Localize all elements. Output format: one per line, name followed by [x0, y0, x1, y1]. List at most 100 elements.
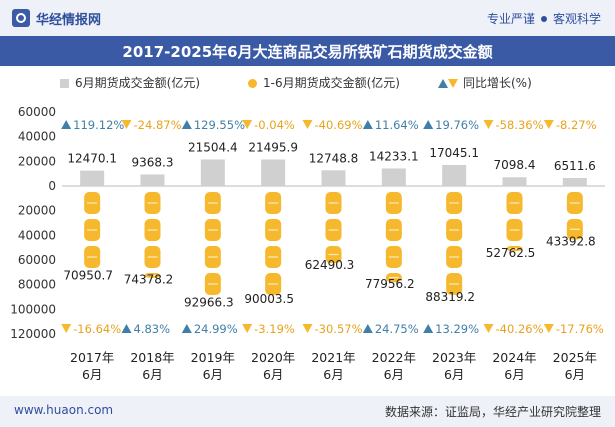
growth-cumulative-label: 13.29% [435, 322, 479, 336]
bar-monthly-label: 21495.9 [248, 140, 298, 154]
bar-monthly-label: 12748.8 [309, 151, 359, 165]
bar-monthly [200, 159, 225, 186]
growth-up-triangle-icon [362, 120, 373, 129]
bar-cumulative-label: 88319.2 [425, 290, 475, 304]
x-tick-label: 6月 [504, 367, 524, 382]
legend-item-cumulative: 1-6月期货成交金额(亿元) [248, 74, 400, 91]
x-tick-label: 2025年 [553, 350, 597, 365]
y-tick-label: 60000 [18, 105, 56, 119]
legend-label-cumulative: 1-6月期货成交金额(亿元) [263, 76, 400, 90]
growth-down-triangle-icon [543, 120, 554, 129]
x-tick-label: 6月 [444, 367, 464, 382]
bar-monthly-label: 9368.3 [132, 155, 174, 169]
x-tick-label: 6月 [384, 367, 404, 382]
bar-monthly-label: 17045.1 [429, 146, 479, 160]
growth-monthly-label: -58.36% [496, 118, 544, 132]
x-tick-label: 6月 [203, 367, 223, 382]
x-tick-label: 6月 [142, 367, 162, 382]
growth-cumulative-label: -30.57% [315, 322, 363, 336]
growth-up-triangle-icon [61, 120, 72, 129]
legend-square-icon [60, 79, 69, 88]
growth-up-triangle-icon [181, 120, 192, 129]
footer-website: www.huaon.com [14, 403, 114, 417]
y-tick-label: 60000 [18, 253, 56, 267]
badge-objective: 客观科学 [552, 12, 601, 26]
bar-monthly [261, 159, 286, 186]
bar-cumulative-label: 70950.7 [63, 269, 113, 283]
growth-cumulative-label: 4.83% [134, 322, 171, 336]
growth-down-triangle-icon [543, 324, 554, 333]
y-tick-label: 80000 [18, 278, 56, 292]
x-tick-label: 2021年 [311, 350, 355, 365]
y-tick-label: 0 [48, 179, 56, 193]
growth-cumulative-label: 24.75% [375, 322, 419, 336]
y-tick-label: 120000 [10, 327, 56, 341]
bar-monthly [140, 174, 165, 186]
x-tick-label: 6月 [263, 367, 283, 382]
chart-legend: 6月期货成交金额(亿元) 1-6月期货成交金额(亿元) 同比增长(%) [0, 74, 615, 94]
x-tick-label: 2019年 [191, 350, 235, 365]
growth-monthly-label: 11.64% [375, 118, 419, 132]
growth-up-triangle-icon [362, 324, 373, 333]
growth-monthly-label: -40.69% [315, 118, 363, 132]
x-tick-label: 2023年 [432, 350, 476, 365]
chart-title: 2017-2025年6月大连商品交易所铁矿石期货成交金额 [122, 43, 493, 61]
badge-professional: 专业严谨 [486, 12, 535, 26]
bar-cumulative-label: 90003.5 [244, 292, 294, 306]
legend-down-triangle-icon [448, 79, 458, 88]
x-tick-label: 2022年 [372, 350, 416, 365]
bar-monthly-label: 12470.1 [67, 152, 117, 166]
bar-monthly [502, 177, 527, 186]
growth-up-triangle-icon [423, 324, 434, 333]
x-tick-label: 2018年 [130, 350, 174, 365]
growth-monthly-label: 19.76% [435, 118, 479, 132]
footer-source: 数据来源：证监局，华经产业研究院整理 [384, 405, 601, 419]
x-tick-label: 6月 [565, 367, 585, 382]
growth-up-triangle-icon [121, 324, 132, 333]
growth-monthly-label: -8.27% [556, 118, 597, 132]
legend-label-monthly: 6月期货成交金额(亿元) [75, 76, 200, 90]
growth-cumulative-label: -3.19% [254, 322, 295, 336]
x-tick-label: 2020年 [251, 350, 295, 365]
bar-monthly-label: 7098.4 [494, 158, 536, 172]
y-tick-label: 100000 [10, 302, 56, 316]
bar-monthly [562, 177, 587, 186]
legend-item-growth: 同比增长(%) [438, 74, 532, 91]
growth-cumulative-label: -17.76% [556, 322, 604, 336]
growth-monthly-label: -24.87% [134, 118, 182, 132]
site-name: 华经情报网 [36, 13, 102, 28]
footer-bar: www.huaon.com 数据来源：证监局，华经产业研究院整理 [0, 396, 615, 427]
bar-monthly-label: 6511.6 [554, 159, 596, 173]
growth-cumulative-label: -16.64% [73, 322, 121, 336]
growth-down-triangle-icon [302, 324, 313, 333]
growth-up-triangle-icon [181, 324, 192, 333]
growth-monthly-label: -0.04% [254, 118, 295, 132]
x-tick-label: 2017年 [70, 350, 114, 365]
y-tick-label: 40000 [18, 228, 56, 242]
legend-item-monthly: 6月期货成交金额(亿元) [60, 74, 200, 91]
bar-cumulative-label: 77956.2 [365, 277, 415, 291]
growth-monthly-label: 119.12% [73, 118, 124, 132]
growth-cumulative-label: 24.99% [194, 322, 238, 336]
growth-down-triangle-icon [302, 120, 313, 129]
growth-down-triangle-icon [483, 120, 494, 129]
growth-monthly-label: 129.55% [194, 118, 245, 132]
bar-cumulative-label: 43392.8 [546, 235, 596, 249]
growth-cumulative-label: -40.26% [496, 322, 544, 336]
bar-monthly [442, 164, 467, 186]
legend-label-growth: 同比增长(%) [463, 76, 532, 90]
bar-monthly-label: 21504.4 [188, 140, 238, 154]
y-tick-label: 40000 [18, 130, 56, 144]
bar-monthly [80, 170, 105, 186]
x-tick-label: 2024年 [492, 350, 536, 365]
growth-down-triangle-icon [121, 120, 132, 129]
huajing-logo-icon [12, 9, 30, 27]
bar-cumulative-label: 74378.2 [124, 273, 174, 287]
bar-cumulative-label: 52762.5 [486, 246, 536, 260]
growth-down-triangle-icon [61, 324, 72, 333]
growth-down-triangle-icon [483, 324, 494, 333]
bar-cumulative-label: 62490.3 [305, 258, 355, 272]
legend-coin-icon [248, 79, 257, 88]
bar-cumulative-label: 92966.3 [184, 296, 234, 310]
header-badges: 专业严谨 客观科学 [487, 10, 601, 27]
